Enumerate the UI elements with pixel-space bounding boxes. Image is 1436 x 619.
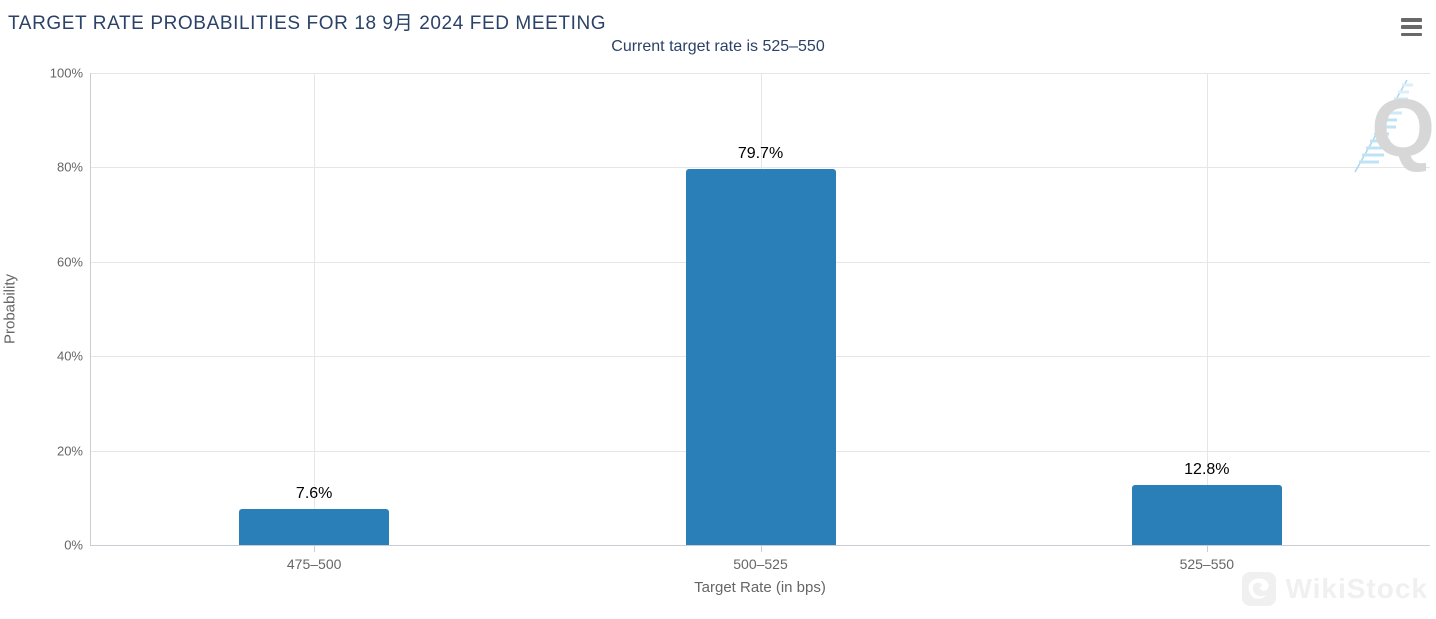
menu-bar bbox=[1401, 32, 1422, 36]
chart-title: TARGET RATE PROBABILITIES FOR 18 9月 2024… bbox=[8, 13, 607, 34]
menu-bar bbox=[1401, 18, 1422, 22]
x-tick-mark bbox=[760, 545, 762, 552]
y-tick-label: 0% bbox=[64, 537, 83, 553]
plot-area: 0% 20% 40% 60% 80% 100% 7.6% 475–500 79.7% 500–52… bbox=[50, 66, 1430, 572]
bar-475–500[interactable] bbox=[239, 509, 390, 545]
x-tick-label: 475–500 bbox=[286, 556, 342, 572]
wikistock-eagle-icon bbox=[1242, 572, 1277, 606]
y-axis-title: Probability bbox=[1, 273, 19, 345]
y-tick-label: 100% bbox=[49, 65, 83, 81]
y-tick-label: 20% bbox=[56, 443, 83, 459]
x-axis-title: Target Rate (in bps) bbox=[694, 579, 826, 596]
x-tick-label: 525–550 bbox=[1179, 556, 1235, 572]
y-tick-label: 60% bbox=[56, 254, 83, 270]
y-tick-label: 40% bbox=[56, 348, 83, 364]
x-tick-mark bbox=[1206, 545, 1208, 552]
wikistock-watermark: WikiStock bbox=[1241, 571, 1428, 607]
bar-525–550[interactable] bbox=[1131, 484, 1282, 545]
bar-value-label: 7.6% bbox=[295, 485, 333, 503]
bar-500–525[interactable] bbox=[685, 168, 836, 545]
bar-value-label: 79.7% bbox=[737, 144, 784, 162]
chart-subtitle: Current target rate is 525–550 bbox=[611, 38, 825, 55]
x-gridline bbox=[1206, 73, 1208, 545]
wikistock-watermark-label: WikiStock bbox=[1285, 573, 1428, 604]
x-tick-label: 500–525 bbox=[733, 556, 788, 572]
x-gridline bbox=[314, 73, 316, 545]
y-tick-label: 80% bbox=[56, 159, 83, 175]
bar-value-label: 12.8% bbox=[1184, 460, 1230, 478]
x-tick-mark bbox=[314, 545, 316, 552]
menu-bar bbox=[1401, 25, 1422, 29]
hamburger-menu-icon[interactable] bbox=[1401, 16, 1425, 38]
